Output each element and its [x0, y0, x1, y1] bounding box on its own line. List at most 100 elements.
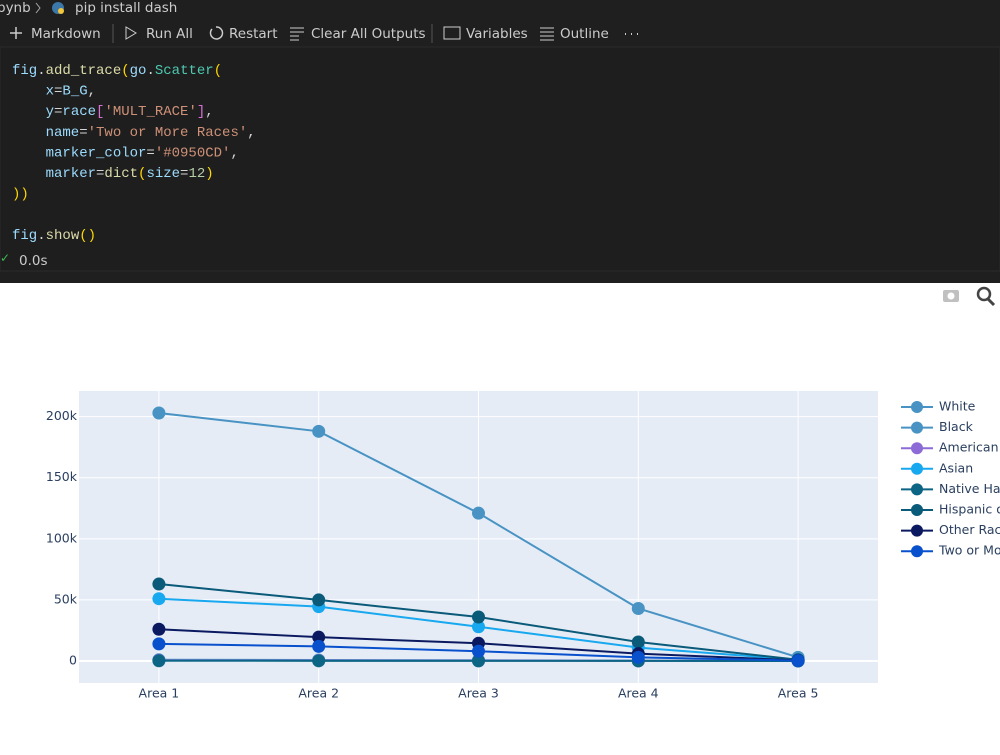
code-token: = [96, 166, 104, 182]
code-token: 'Two or More Races' [88, 125, 248, 141]
legend-label[interactable]: Native Ha [939, 481, 1000, 496]
code-token: ( [121, 63, 129, 79]
exec-time: 0.0s [19, 253, 48, 269]
code-token: = [146, 145, 154, 161]
toolbar-button[interactable]: Restart [229, 26, 278, 42]
code-token: , [88, 83, 96, 99]
y-tick-label: 100k [46, 530, 78, 545]
code-line: marker=dict(size=12) [12, 166, 214, 182]
legend-marker [911, 483, 923, 495]
x-tick-label: Area 1 [139, 686, 180, 701]
code-token: ( [214, 63, 222, 79]
breadcrumb-folder[interactable]: pynb [0, 0, 31, 16]
code-token: add_trace [46, 63, 122, 79]
code-token: dict [104, 166, 138, 182]
breadcrumb-file[interactable]: pip install dash [75, 0, 177, 16]
code-token: marker_color [12, 145, 146, 161]
code-token: [ [96, 104, 104, 120]
x-tick-label: Area 2 [298, 686, 339, 701]
point [152, 654, 165, 667]
code-line: y=race['MULT_RACE'], [12, 104, 214, 120]
legend-label[interactable]: Asian [939, 460, 973, 475]
legend-label[interactable]: Two or Mo [938, 543, 1000, 558]
code-token: fig [12, 228, 37, 244]
code-token: fig [12, 63, 37, 79]
legend-label[interactable]: Other Rac [939, 522, 1000, 537]
code-token: Scatter [155, 63, 214, 79]
code-line: fig.add_trace(go.Scatter( [12, 63, 222, 79]
legend-label[interactable]: White [939, 399, 976, 414]
code-token: ( [138, 166, 146, 182]
code-token: . [146, 63, 154, 79]
legend-label[interactable]: Black [939, 419, 974, 434]
legend-marker [911, 504, 923, 516]
code-token: size [146, 166, 180, 182]
code-line: marker_color='#0950CD', [12, 145, 239, 161]
point [152, 637, 165, 650]
code-token: , [247, 125, 255, 141]
code-token: B_G [62, 83, 87, 99]
code-token: y [12, 104, 54, 120]
code-token: '#0950CD' [155, 145, 231, 161]
point [632, 651, 645, 664]
point [792, 654, 805, 667]
legend-marker [911, 525, 923, 537]
code-line: fig.show() [12, 228, 96, 244]
y-tick-label: 0 [69, 653, 77, 668]
point [152, 578, 165, 591]
code-token: )) [12, 186, 29, 202]
check-icon: ✓ [0, 251, 10, 265]
code-token: = [180, 166, 188, 182]
code-token: 12 [188, 166, 205, 182]
y-tick-label: 200k [46, 408, 78, 423]
legend-label[interactable]: American [939, 440, 999, 455]
point [632, 635, 645, 648]
toolbar-button[interactable]: Run All [146, 26, 193, 42]
toolbar-button[interactable]: Clear All Outputs [311, 26, 426, 42]
toolbar-button[interactable]: Variables [466, 26, 528, 42]
code-token: () [79, 228, 96, 244]
x-tick-label: Area 3 [458, 686, 499, 701]
legend-marker [911, 422, 923, 434]
code-token: name [12, 125, 79, 141]
code-token: . [37, 228, 45, 244]
camera-lens [948, 293, 955, 300]
point [632, 602, 645, 615]
code-token: = [54, 83, 62, 99]
legend-marker [911, 442, 923, 454]
toolbar-button[interactable]: Markdown [31, 26, 101, 42]
point [472, 645, 485, 658]
point [152, 592, 165, 605]
code-token: marker [12, 166, 96, 182]
y-tick-label: 50k [54, 591, 78, 606]
python-icon-part [58, 8, 64, 14]
point [152, 623, 165, 636]
code-token: , [230, 145, 238, 161]
code-token: go [130, 63, 147, 79]
code-token: , [205, 104, 213, 120]
point [472, 611, 485, 624]
x-tick-label: Area 5 [778, 686, 819, 701]
point [472, 507, 485, 520]
point [312, 640, 325, 653]
point [312, 425, 325, 438]
code-token: 'MULT_RACE' [104, 104, 196, 120]
point [152, 406, 165, 419]
code-token: = [79, 125, 87, 141]
legend-marker [911, 401, 923, 413]
code-token: . [37, 63, 45, 79]
toolbar-button[interactable]: Outline [560, 26, 609, 42]
code-token: show [46, 228, 80, 244]
code-token: race [62, 104, 96, 120]
code-token: ] [197, 104, 205, 120]
code-line: name='Two or More Races', [12, 125, 256, 141]
legend-label[interactable]: Hispanic o [939, 502, 1000, 517]
legend-marker [911, 545, 923, 557]
legend-marker [911, 463, 923, 475]
code-token: ) [205, 166, 213, 182]
code-token: x [12, 83, 54, 99]
point [312, 654, 325, 667]
code-line: x=B_G, [12, 83, 96, 99]
point [312, 593, 325, 606]
